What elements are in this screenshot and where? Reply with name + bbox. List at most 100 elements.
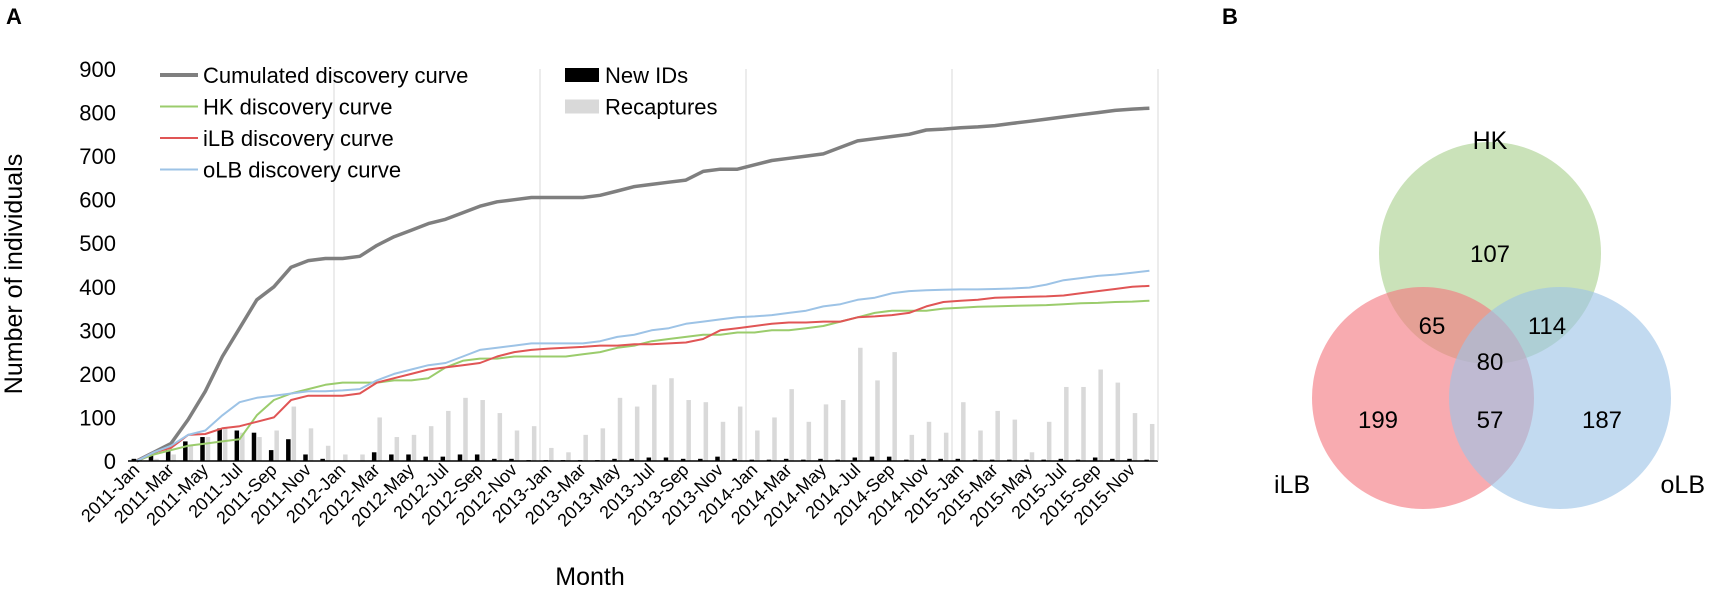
venn-region-count: 80 <box>1477 349 1504 376</box>
recaptures-bar <box>617 397 623 461</box>
recaptures-bar <box>274 430 279 461</box>
y-tick-label: 300 <box>79 318 116 343</box>
ilb-curve-line <box>136 284 1150 462</box>
panel-label-b: B <box>1222 4 1238 29</box>
y-tick-labels: 0 100 200 300 400 500 600 700 800 900 <box>79 57 116 474</box>
recaptures-bar <box>943 432 949 461</box>
recaptures-bar <box>497 413 503 461</box>
venn-region-count: 57 <box>1477 407 1504 434</box>
new-ids-bar <box>1110 458 1115 461</box>
y-tick-label: 600 <box>79 188 116 213</box>
recaptures-bar <box>686 400 691 461</box>
new-ids-bar <box>303 454 308 461</box>
x-axis-label: Month <box>555 563 624 589</box>
venn-region-count: 107 <box>1470 241 1510 268</box>
y-tick-label: 900 <box>79 57 116 82</box>
recaptures-bar <box>1081 386 1086 461</box>
discovery-lines <box>135 106 1150 463</box>
recaptures-bar <box>257 437 262 461</box>
recaptures-bar <box>1149 423 1155 461</box>
bars <box>131 347 1155 461</box>
recaptures-bar <box>600 428 606 461</box>
recaptures-bar <box>377 417 382 461</box>
recaptures-bar <box>308 428 314 461</box>
recaptures-bar <box>205 437 211 461</box>
new-ids-bar <box>165 450 171 461</box>
recaptures-bar <box>549 447 554 461</box>
y-tick-label: 0 <box>104 449 116 474</box>
new-ids-bar <box>612 458 617 461</box>
recaptures-bar <box>909 434 915 461</box>
recaptures-bar <box>411 434 417 461</box>
recaptures-bar <box>703 402 709 461</box>
new-ids-bar <box>1092 457 1098 461</box>
venn-region-count: 65 <box>1419 313 1446 340</box>
axes <box>128 69 1159 462</box>
recaptures-bar <box>755 430 760 461</box>
recaptures-bar <box>978 430 983 461</box>
new-ids-bar <box>234 430 240 461</box>
new-ids-bar <box>389 454 394 461</box>
venn-region-count: 187 <box>1582 407 1622 434</box>
panel-label-a: A <box>6 4 22 29</box>
new-ids-bar <box>217 428 222 461</box>
new-ids-bar <box>131 458 137 461</box>
recaptures-bar <box>1046 421 1052 461</box>
recaptures-bar <box>961 402 966 461</box>
recaptures-bar <box>669 378 674 461</box>
recaptures-bar <box>566 452 571 461</box>
new-ids-bar <box>886 456 892 461</box>
new-ids-bar <box>818 458 823 461</box>
y-tick-label: 100 <box>79 405 116 430</box>
x-tick-labels: 2011-Jan2011-Mar2011-May2011-Jul2011-Sep… <box>77 460 1139 531</box>
legend-swatch <box>565 99 599 114</box>
new-ids-bar <box>783 458 789 461</box>
new-ids-bar <box>200 437 205 461</box>
new-ids-bar <box>286 439 291 461</box>
recaptures-bar <box>428 426 434 461</box>
recaptures-bar <box>1098 369 1103 461</box>
new-ids-bar <box>320 458 325 461</box>
new-ids-bar <box>732 458 737 461</box>
venn-circle-olb <box>1449 287 1671 509</box>
recaptures-bar <box>394 437 400 461</box>
y-tick-label: 500 <box>79 231 116 256</box>
new-ids-bar <box>457 454 463 461</box>
recaptures-bar <box>188 445 194 461</box>
recaptures-bar <box>926 421 932 461</box>
recaptures-bar <box>995 410 1000 461</box>
new-ids-bar <box>646 457 652 461</box>
legend-label: HK discovery curve <box>203 95 393 120</box>
y-tick-label: 200 <box>79 362 116 387</box>
recaptures-bar <box>531 426 537 461</box>
recaptures-bar <box>823 404 829 461</box>
recaptures-bar <box>737 406 743 461</box>
recaptures-bar <box>720 421 726 461</box>
recaptures-bar <box>343 454 348 461</box>
new-ids-bar <box>1127 458 1132 461</box>
recaptures-bar <box>875 380 880 461</box>
recaptures-bar <box>325 445 331 461</box>
y-tick-label: 400 <box>79 275 116 300</box>
new-ids-bar <box>440 456 446 461</box>
recaptures-bar <box>892 352 897 461</box>
venn-region-count: 199 <box>1358 407 1398 434</box>
new-ids-bar <box>148 454 154 461</box>
new-ids-bar <box>629 458 634 461</box>
new-ids-bar <box>1058 458 1064 461</box>
recaptures-bar <box>583 434 588 461</box>
recaptures-bar <box>772 417 777 461</box>
new-ids-bar <box>680 458 686 461</box>
recaptures-bar <box>1012 419 1018 461</box>
recaptures-bar <box>360 454 365 461</box>
discovery-chart: 0 100 200 300 400 500 600 700 800 900 2011-Jan201… <box>0 57 1159 589</box>
new-ids-bar <box>715 456 720 461</box>
venn-set-label: oLB <box>1661 471 1705 499</box>
cumulated-curve-line <box>135 106 1150 463</box>
new-ids-bar <box>698 458 703 461</box>
new-ids-bar <box>852 457 858 461</box>
recaptures-bar <box>291 406 297 461</box>
recaptures-bar <box>222 428 228 461</box>
legend-swatch <box>565 68 599 82</box>
